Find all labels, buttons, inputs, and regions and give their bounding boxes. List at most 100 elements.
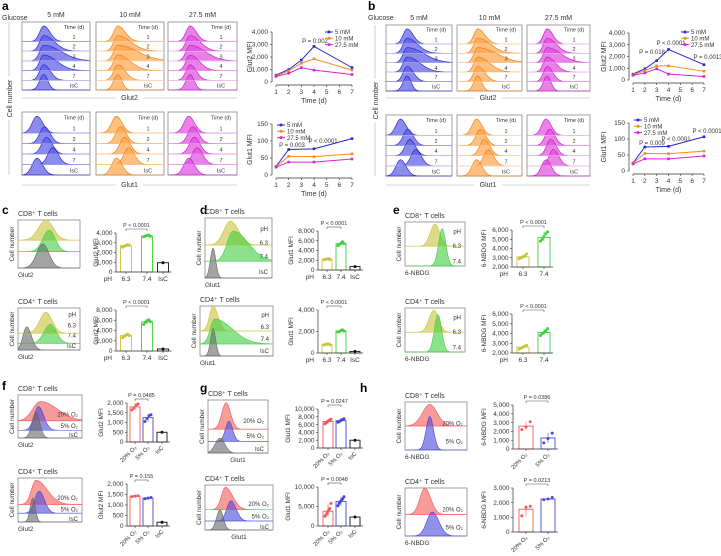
condition-header: 5 mM xyxy=(410,15,428,22)
histogram-curve xyxy=(17,326,80,351)
y-tick-label: 4,000 xyxy=(493,411,510,418)
legend-label: 10 mM xyxy=(287,130,305,136)
row-label: 2 xyxy=(572,139,575,145)
histogram-label: pH xyxy=(261,313,269,319)
data-point xyxy=(312,57,316,61)
y-tick-label: 0 xyxy=(506,446,510,453)
cell-number-label: Cell number xyxy=(396,312,403,348)
row-label: 7 xyxy=(572,159,575,165)
data-point xyxy=(655,64,658,68)
flow-histogram-d_cd4: CD4⁺ T cells pH 6.3 7.4 IsC Cell number Glut1 xyxy=(191,297,274,367)
marker-label: 6-NBDG xyxy=(405,454,430,461)
time-header: Time (d) xyxy=(138,25,158,31)
data-point xyxy=(148,320,152,324)
data-point xyxy=(540,237,544,241)
glucose-label: Glucose xyxy=(2,15,28,22)
time-header: Time (d) xyxy=(564,118,584,124)
label-bg xyxy=(3,76,13,121)
cell-number-label: Cell number xyxy=(196,489,203,525)
line-chart-a_glut1: 0 50 100 150 1 2 3 4 5 6 7 Time (d) Glut1 MFI 5 mM10 … xyxy=(247,121,354,198)
p-value-annotation: P = 0.0485 xyxy=(128,393,155,399)
legend-label: 10 mM xyxy=(335,37,353,43)
data-point xyxy=(546,327,550,331)
panel-letter-c: c xyxy=(2,203,9,217)
cell-number-label: Cell number xyxy=(7,79,14,117)
y-tick-label: 6,000 xyxy=(298,422,315,429)
row-label: 7 xyxy=(434,75,437,81)
cell-number-label: Cell number xyxy=(199,408,206,444)
y-tick-label: 5,000 xyxy=(492,236,509,243)
x-prefix-label: pH xyxy=(306,274,315,281)
y-axis-label: 6-NBDG MFI xyxy=(481,491,488,529)
cell-type-title: CD8⁺ T cells xyxy=(18,386,58,393)
row-label: 7 xyxy=(572,75,575,81)
histogram-peak xyxy=(22,74,90,91)
flow-histogram-d_cd8: CD8⁺ T cells pH 6.3 7.4 IsC Cell number Glut1 xyxy=(196,209,273,289)
data-point xyxy=(702,69,706,73)
p-value-annotation: P = 0.0247 xyxy=(321,399,348,405)
flow-histogram-g_cd8: CD8⁺ T cells 20% O₂ 5% O₂ IsC Cell number Glu… xyxy=(199,391,269,464)
x-tick-label: 1 xyxy=(274,89,278,96)
x-tick-label: 7 xyxy=(702,87,706,94)
histogram-peak xyxy=(457,159,522,177)
y-tick-label: 6,000 xyxy=(96,317,113,324)
bar xyxy=(540,498,556,533)
row-label: 4 xyxy=(572,149,575,155)
glucose-label: Glucose xyxy=(368,15,394,22)
histogram-curve xyxy=(405,314,465,353)
row-label: IsC xyxy=(570,169,578,175)
x-tick-label: 3 xyxy=(300,89,304,96)
y-tick-label: 0 xyxy=(109,348,113,355)
histogram-label: 7.4 xyxy=(68,334,77,340)
flow-histogram-c_cd8: CD8⁺ T cells Cell number Glut2 xyxy=(9,211,81,279)
bar-chart-e_cd4: 2,000 3,000 4,000 5,000 6,000 6-NBDG MFI 6.3 7.… xyxy=(481,304,551,364)
y-tick-label: 0 xyxy=(264,172,268,179)
p-value-annotation: P = 0.009 xyxy=(639,141,665,147)
data-point xyxy=(525,252,529,256)
data-point xyxy=(655,67,658,71)
histogram-peak xyxy=(168,74,237,91)
histogram-stack-glut2-1: Time (d) 1 2 3 4 7 IsC xyxy=(456,24,523,92)
row-label: 2 xyxy=(146,45,149,51)
y-tick-label: 0 xyxy=(120,439,124,446)
data-point xyxy=(643,152,647,155)
p-value-annotation: P = 0.155 xyxy=(130,474,154,480)
y-tick-label: 3,000 xyxy=(492,340,509,347)
cell-type-title: CD4⁺ T cells xyxy=(405,479,445,486)
y-axis-label: Glut2 MFI xyxy=(93,238,100,267)
histogram-label: 5% O₂ xyxy=(252,515,270,521)
y-tick-label: 1,000 xyxy=(252,67,269,74)
y-tick-label: 500 xyxy=(113,513,124,520)
y-tick-label: 5,000 xyxy=(493,402,510,409)
time-header: Time (d) xyxy=(426,28,446,34)
marker-label: Glut1 xyxy=(205,282,221,289)
x-tick-label: 7.4 xyxy=(539,271,548,278)
y-tick-label: 3,000 xyxy=(493,420,510,427)
legend-label: 27.5 mM xyxy=(644,131,667,137)
x-tick-label: 7.4 xyxy=(142,276,151,283)
line-chart-b_glut2: 0 1,000 2,000 3,000 4,000 1 2 3 4 5 6 7 Time (d) Glut… xyxy=(601,30,721,103)
row-label: 1 xyxy=(434,129,437,135)
data-point xyxy=(350,137,354,140)
y-axis-label: Glut1 MFI xyxy=(285,492,292,521)
histogram-peak xyxy=(457,75,522,92)
panel-letter-f: f xyxy=(2,379,7,393)
bar xyxy=(142,497,154,527)
marker-label: Glut2 xyxy=(18,354,34,361)
row-label: 2 xyxy=(572,47,575,53)
p-value-annotation: P < 0.0001 xyxy=(123,300,150,306)
label-bg xyxy=(474,179,502,189)
row-label: 4 xyxy=(572,66,575,72)
histogram-label: pH xyxy=(260,227,268,233)
y-tick-label: 1,000 xyxy=(107,502,124,509)
data-point xyxy=(160,520,164,524)
row-label: IsC xyxy=(217,168,225,174)
data-point xyxy=(300,61,303,65)
label-bg xyxy=(115,92,144,102)
histogram-label: 6.3 xyxy=(261,325,270,331)
y-tick-label: 150 xyxy=(257,121,268,128)
data-point xyxy=(667,48,670,51)
